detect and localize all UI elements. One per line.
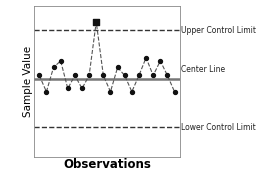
Point <box>51 66 56 69</box>
Point <box>144 56 148 59</box>
Point <box>122 74 127 77</box>
Point <box>151 74 155 77</box>
Point <box>73 74 77 77</box>
Point <box>115 66 120 69</box>
Point <box>87 74 91 77</box>
Point <box>108 90 112 93</box>
X-axis label: Observations: Observations <box>63 158 151 171</box>
Point <box>101 74 106 77</box>
Point <box>66 87 70 90</box>
Point <box>80 87 84 90</box>
Point <box>130 90 134 93</box>
Y-axis label: Sample Value: Sample Value <box>23 46 33 117</box>
Point <box>165 74 169 77</box>
Text: Lower Control Limit: Lower Control Limit <box>181 123 256 132</box>
Point <box>137 74 141 77</box>
Point <box>37 74 41 77</box>
Text: Upper Control Limit: Upper Control Limit <box>181 26 256 35</box>
Point <box>59 59 63 62</box>
Text: Center Line: Center Line <box>181 65 225 74</box>
Point <box>94 20 98 23</box>
Point <box>158 59 162 62</box>
Point <box>44 90 49 93</box>
Point <box>172 90 177 93</box>
